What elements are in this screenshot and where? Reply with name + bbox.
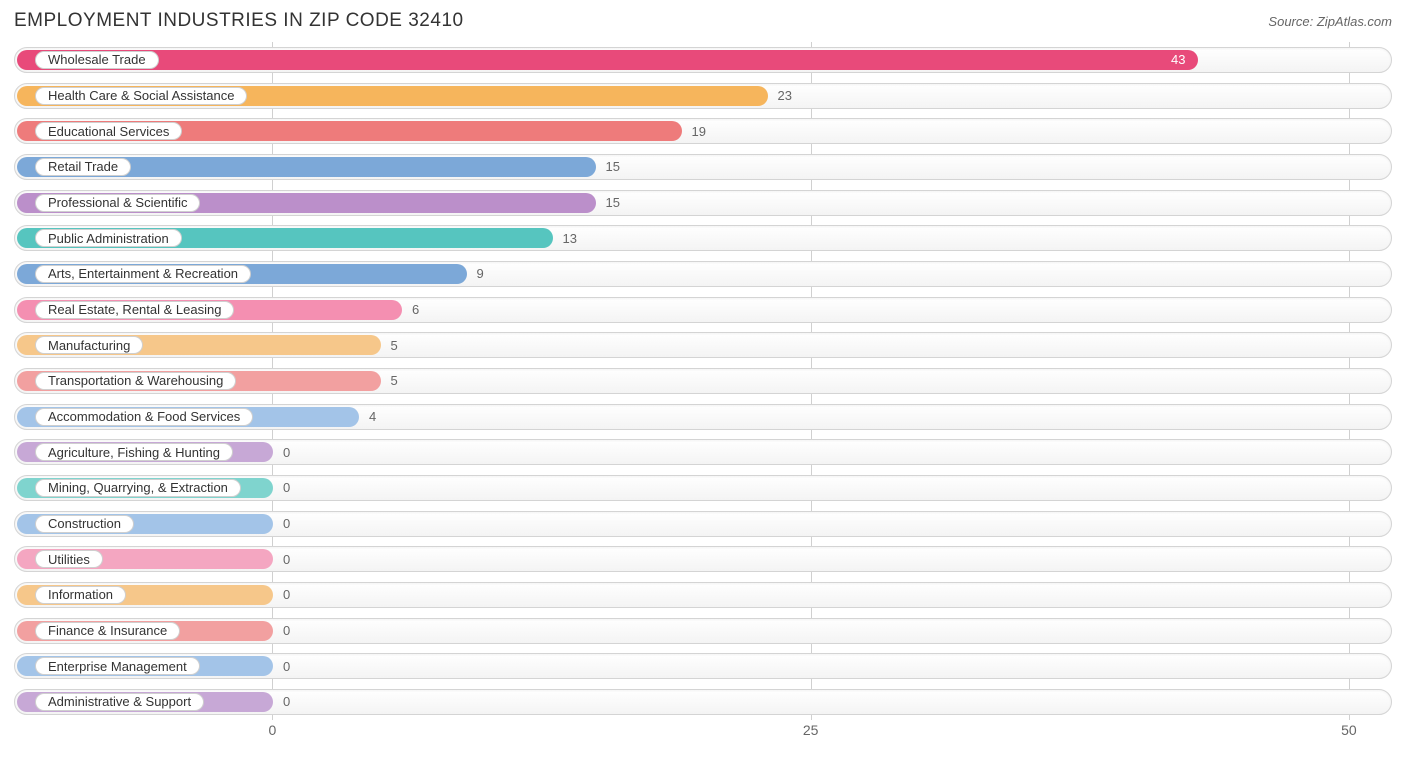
category-pill: Transportation & Warehousing — [35, 372, 236, 390]
chart-title: EMPLOYMENT INDUSTRIES IN ZIP CODE 32410 — [14, 10, 464, 32]
value-label: 0 — [283, 547, 290, 571]
axis-tick: 50 — [1341, 722, 1357, 738]
value-label: 6 — [412, 298, 419, 322]
bar-row: Accommodation & Food Services 4 — [14, 404, 1392, 430]
bar-row: Mining, Quarrying, & Extraction 0 — [14, 475, 1392, 501]
value-label: 0 — [283, 619, 290, 643]
category-pill: Administrative & Support — [35, 693, 204, 711]
value-label: 19 — [692, 119, 706, 143]
chart-area: Wholesale Trade 43 Health Care & Social As… — [14, 42, 1392, 742]
category-pill: Educational Services — [35, 122, 182, 140]
bar-row: Public Administration 13 — [14, 225, 1392, 251]
category-pill: Utilities — [35, 550, 103, 568]
bar-row: Real Estate, Rental & Leasing 6 — [14, 297, 1392, 323]
category-pill: Arts, Entertainment & Recreation — [35, 265, 251, 283]
source-name: ZipAtlas.com — [1317, 14, 1392, 29]
bar-row: Health Care & Social Assistance 23 — [14, 83, 1392, 109]
bar-row: Wholesale Trade 43 — [14, 47, 1392, 73]
bar-row: Agriculture, Fishing & Hunting 0 — [14, 439, 1392, 465]
value-label: 15 — [606, 191, 620, 215]
category-pill: Finance & Insurance — [35, 622, 180, 640]
bar-fill — [17, 50, 1198, 70]
axis-tick: 25 — [803, 722, 819, 738]
category-pill: Public Administration — [35, 229, 182, 247]
bar-row: Utilities 0 — [14, 546, 1392, 572]
source-label: Source: — [1268, 14, 1313, 29]
chart-header: EMPLOYMENT INDUSTRIES IN ZIP CODE 32410 … — [14, 10, 1392, 32]
bar-row: Professional & Scientific 15 — [14, 190, 1392, 216]
value-label: 4 — [369, 405, 376, 429]
category-pill: Construction — [35, 515, 134, 533]
value-label: 0 — [283, 690, 290, 714]
axis-tick: 0 — [268, 722, 276, 738]
category-pill: Enterprise Management — [35, 657, 200, 675]
bar-row: Finance & Insurance 0 — [14, 618, 1392, 644]
bar-row: Retail Trade 15 — [14, 154, 1392, 180]
category-pill: Wholesale Trade — [35, 51, 159, 69]
category-pill: Real Estate, Rental & Leasing — [35, 301, 234, 319]
category-pill: Information — [35, 586, 126, 604]
chart-source: Source: ZipAtlas.com — [1268, 14, 1392, 29]
value-label: 43 — [1171, 48, 1185, 72]
value-label: 23 — [778, 84, 792, 108]
category-pill: Professional & Scientific — [35, 194, 200, 212]
value-label: 9 — [477, 262, 484, 286]
bar-row: Manufacturing 5 — [14, 332, 1392, 358]
value-label: 0 — [283, 512, 290, 536]
bar-row: Enterprise Management 0 — [14, 653, 1392, 679]
bar-row: Educational Services 19 — [14, 118, 1392, 144]
value-label: 13 — [563, 226, 577, 250]
value-label: 5 — [391, 333, 398, 357]
bar-row: Construction 0 — [14, 511, 1392, 537]
value-label: 0 — [283, 583, 290, 607]
category-pill: Agriculture, Fishing & Hunting — [35, 443, 233, 461]
category-pill: Health Care & Social Assistance — [35, 87, 247, 105]
x-axis: 0 25 50 — [14, 722, 1392, 742]
chart-rows: Wholesale Trade 43 Health Care & Social As… — [14, 42, 1392, 720]
category-pill: Retail Trade — [35, 158, 131, 176]
value-label: 5 — [391, 369, 398, 393]
value-label: 0 — [283, 476, 290, 500]
value-label: 0 — [283, 440, 290, 464]
value-label: 0 — [283, 654, 290, 678]
category-pill: Manufacturing — [35, 336, 143, 354]
bar-row: Arts, Entertainment & Recreation 9 — [14, 261, 1392, 287]
bar-row: Transportation & Warehousing 5 — [14, 368, 1392, 394]
category-pill: Mining, Quarrying, & Extraction — [35, 479, 241, 497]
bar-row: Information 0 — [14, 582, 1392, 608]
value-label: 15 — [606, 155, 620, 179]
bar-row: Administrative & Support 0 — [14, 689, 1392, 715]
category-pill: Accommodation & Food Services — [35, 408, 253, 426]
